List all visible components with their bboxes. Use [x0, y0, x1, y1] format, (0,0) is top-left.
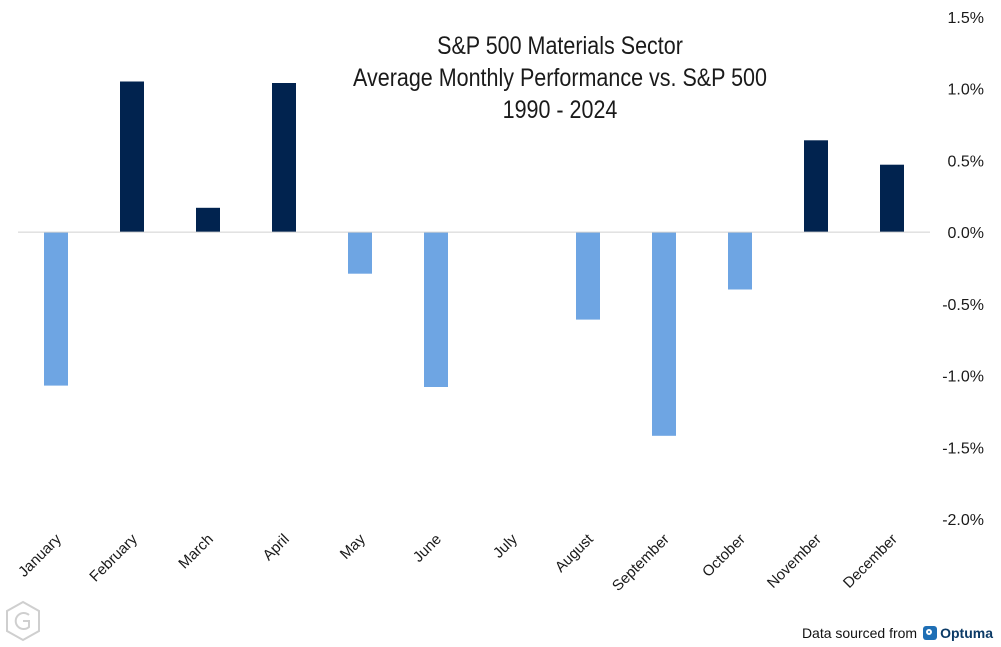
bar-october	[728, 232, 752, 290]
bar-january	[44, 232, 68, 386]
x-tick-label: July	[490, 530, 521, 561]
bar-august	[576, 232, 600, 320]
title-line-2: Average Monthly Performance vs. S&P 500	[353, 64, 767, 92]
bar-september	[652, 232, 676, 436]
bar-december	[880, 164, 904, 233]
x-tick-label: May	[337, 530, 369, 562]
bar-february	[120, 81, 144, 233]
y-tick-label: 0.5%	[948, 153, 984, 170]
y-tick-label: 0.0%	[948, 225, 984, 242]
x-tick-label: January	[15, 530, 65, 580]
optuma-mark-icon	[923, 626, 938, 640]
y-tick-label: -1.5%	[942, 440, 984, 457]
x-tick-label: September	[609, 531, 673, 595]
bar-march	[196, 207, 220, 233]
y-tick-label: -2.0%	[942, 512, 984, 529]
bar-april	[272, 83, 296, 233]
title-line-1: S&P 500 Materials Sector	[437, 32, 683, 60]
x-tick-label: June	[410, 531, 445, 566]
x-tick-label: August	[552, 530, 598, 576]
chart-title: S&P 500 Materials Sector Average Monthly…	[336, 30, 783, 126]
bar-june	[424, 232, 448, 387]
bars-group	[44, 81, 904, 436]
optuma-logo: Optuma	[923, 625, 993, 641]
bar-may	[348, 232, 372, 274]
watermark-logo-icon	[4, 600, 42, 647]
y-tick-label: 1.5%	[948, 10, 984, 27]
optuma-brand: Optuma	[940, 625, 993, 641]
x-tick-label: December	[840, 531, 901, 592]
x-tick-label: April	[260, 531, 293, 564]
x-axis-ticks: January February March April May June July Augu…	[15, 530, 901, 594]
bar-november	[804, 140, 828, 233]
x-tick-label: October	[699, 531, 749, 581]
y-tick-label: -0.5%	[942, 297, 984, 314]
data-source: Data sourced from Optuma	[802, 625, 993, 641]
y-tick-label: -1.0%	[942, 369, 984, 386]
x-tick-label: March	[175, 531, 216, 572]
y-tick-label: 1.0%	[948, 82, 984, 99]
source-label: Data sourced from	[801, 625, 918, 641]
y-axis-ticks: 1.5% 1.0% 0.5% 0.0% -0.5% -1.0% -1.5% -2.0%	[942, 10, 984, 529]
x-tick-label: February	[86, 530, 141, 585]
x-tick-label: November	[764, 531, 825, 592]
title-line-3: 1990 - 2024	[502, 96, 618, 124]
